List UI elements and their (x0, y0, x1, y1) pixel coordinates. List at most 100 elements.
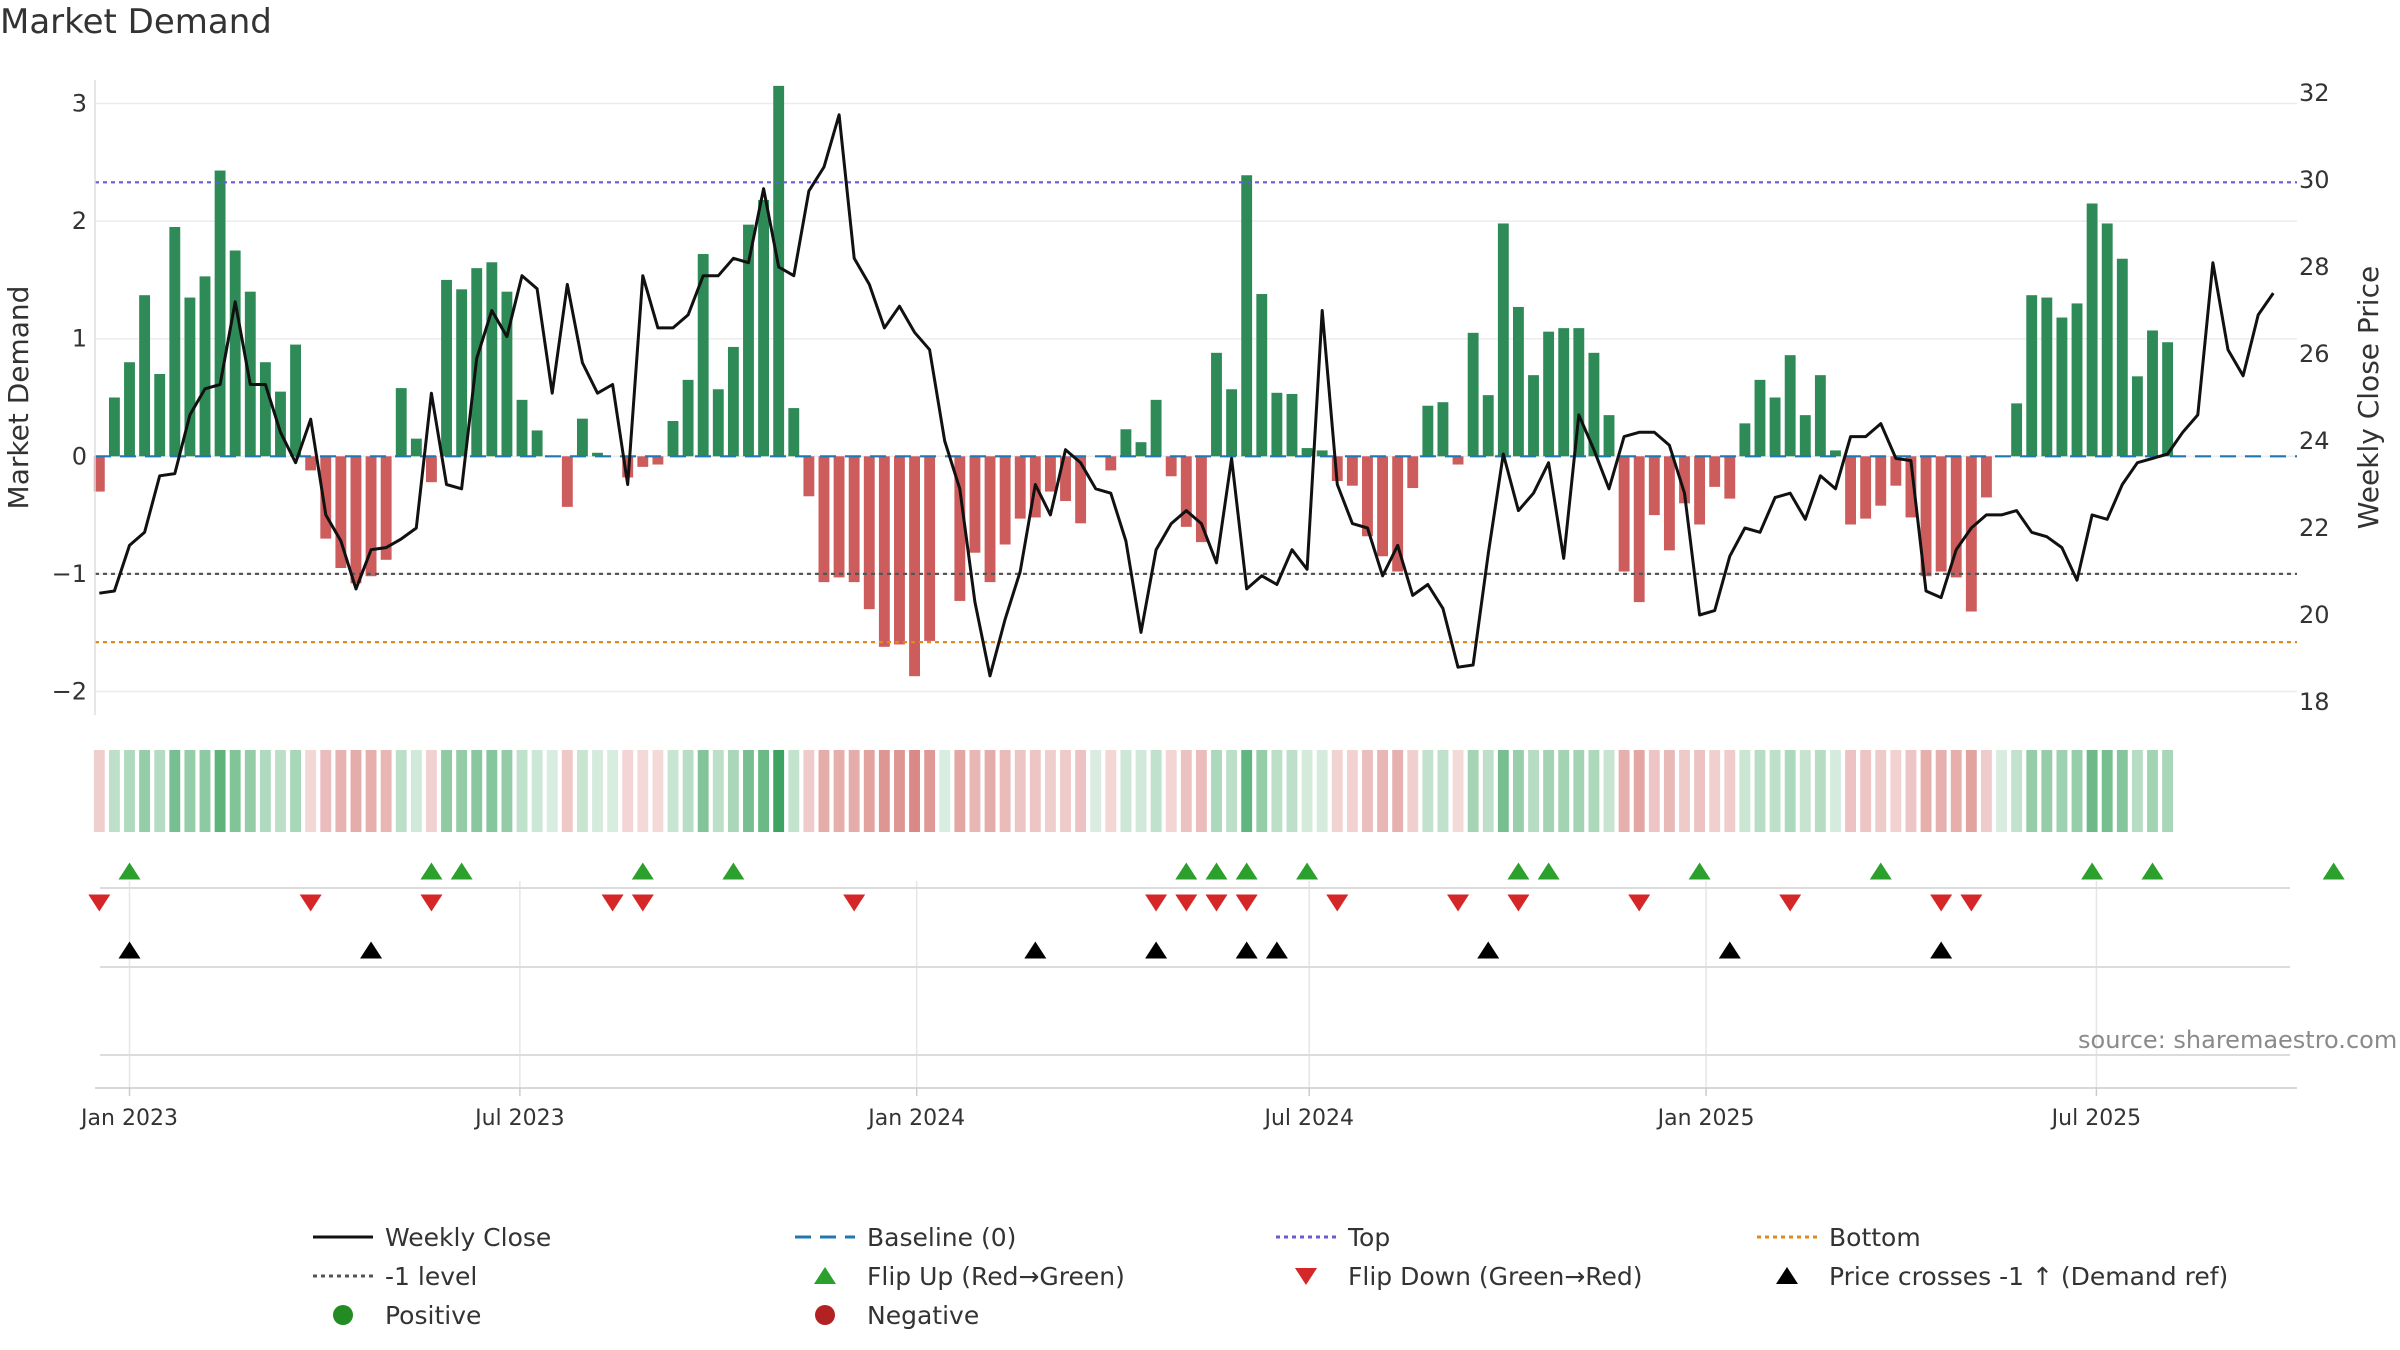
strip-cell (1407, 750, 1419, 832)
flip-up-marker (118, 862, 141, 880)
legend-label: Positive (385, 1301, 481, 1330)
demand-bar (1935, 456, 1947, 572)
strip-cell (1226, 750, 1238, 832)
legend-swatch (333, 1305, 353, 1325)
flip-down-marker (1930, 894, 1953, 912)
strip-cell (184, 750, 196, 832)
legend-entry: Weekly Close (313, 1223, 551, 1252)
strip-cell (2162, 750, 2174, 832)
y2-tick-label: 30 (2299, 166, 2330, 194)
strip-cell (426, 750, 437, 832)
strip-cell (1618, 750, 1630, 832)
strip-cell (1603, 750, 1615, 832)
demand-bar (1075, 456, 1087, 524)
source-credit: source: sharemaestro.com (2078, 1026, 2398, 1054)
demand-bar (1528, 375, 1539, 457)
strip-cell (531, 750, 543, 832)
strip-cell (1060, 750, 1071, 832)
strip-cell (1075, 750, 1087, 832)
demand-bar (1452, 456, 1464, 465)
demand-bar (1422, 405, 1434, 457)
strip-cell (1905, 750, 1917, 832)
price-cross-marker (1145, 941, 1168, 959)
strip-cell (1875, 750, 1887, 832)
strip-cell (939, 750, 951, 832)
strip-cell (924, 750, 936, 832)
legend-entry: Bottom (1757, 1223, 1921, 1252)
flip-down-marker (1960, 894, 1983, 912)
flip-down-marker (631, 894, 654, 912)
legend-swatch (1295, 1268, 1317, 1285)
x-tick-label: Jul 2023 (473, 1106, 565, 1131)
legend-swatch (1776, 1267, 1798, 1284)
strip-cell (1271, 750, 1283, 832)
price-cross-marker (1265, 941, 1288, 959)
demand-bar (1497, 223, 1509, 457)
flip-down-marker (1175, 894, 1198, 912)
demand-bar (1271, 392, 1283, 457)
demand-bar (803, 456, 815, 497)
strip-cell (592, 750, 603, 832)
demand-bar (1256, 294, 1268, 457)
demand-bar (214, 170, 226, 457)
strip-cell (1830, 750, 1841, 832)
demand-bar (1724, 456, 1736, 499)
demand-bar (1754, 379, 1766, 457)
flip-down-marker (1235, 894, 1258, 912)
strip-cell (1633, 750, 1645, 832)
demand-bar (93, 456, 105, 492)
legend-entry: Flip Down (Green→Red) (1295, 1262, 1643, 1291)
strip-cell (1814, 750, 1826, 832)
strip-cell (335, 750, 347, 832)
strip-cell (758, 750, 770, 832)
demand-heat-strip (93, 750, 2174, 832)
x-tick-label: Jul 2024 (1262, 1106, 1354, 1131)
y2-tick-label: 28 (2299, 253, 2330, 281)
strip-cell (410, 750, 422, 832)
demand-bar (1543, 331, 1555, 457)
strip-cell (863, 750, 875, 832)
strip-cell (1588, 750, 1600, 832)
strip-cell (1180, 750, 1192, 832)
demand-bar (320, 456, 332, 539)
demand-bar (1512, 306, 1524, 457)
demand-bar (1060, 456, 1071, 501)
strip-cell (2011, 750, 2023, 832)
demand-bar (365, 456, 377, 577)
demand-bar (1920, 456, 1932, 577)
y2-tick-label: 20 (2299, 601, 2330, 629)
flip-up-marker (2081, 862, 2104, 880)
strip-cell (727, 750, 739, 832)
flip-up-marker (1235, 862, 1258, 880)
demand-bar (1633, 456, 1645, 603)
demand-bar (1150, 399, 1162, 457)
demand-bar (1965, 456, 1977, 612)
demand-bar (335, 456, 347, 569)
flip-down-marker (1205, 894, 1228, 912)
demand-bar (818, 456, 830, 583)
strip-cell (652, 750, 664, 832)
price-cross-marker (1477, 941, 1500, 959)
flip-down-marker (420, 894, 443, 912)
flip-up-marker (722, 862, 745, 880)
demand-bar (788, 408, 800, 457)
legend-swatch (814, 1267, 836, 1284)
demand-bar (1603, 415, 1615, 457)
strip-cell (1754, 750, 1766, 832)
demand-bar (139, 295, 151, 457)
strip-cell (788, 750, 800, 832)
demand-bar (2026, 295, 2038, 457)
demand-bar (184, 297, 196, 457)
flip-up-marker (1688, 862, 1711, 880)
strip-cell (2116, 750, 2128, 832)
strip-cell (1377, 750, 1388, 832)
demand-bar (1226, 389, 1238, 457)
demand-bar (199, 276, 211, 457)
x-tick-label: Jan 2023 (79, 1106, 178, 1131)
demand-bar (878, 456, 890, 647)
demand-bar (2131, 376, 2143, 457)
demand-bar (2147, 330, 2158, 457)
strip-cell (350, 750, 362, 832)
demand-bar (1845, 456, 1856, 525)
legend-label: Top (1347, 1223, 1390, 1252)
